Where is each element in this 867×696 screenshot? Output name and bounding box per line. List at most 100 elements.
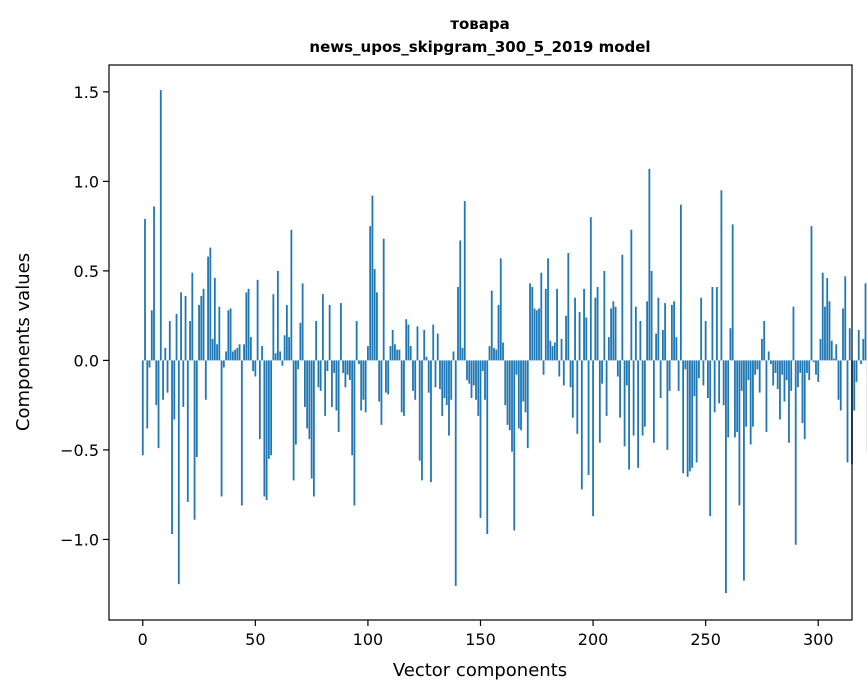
bar xyxy=(772,360,775,386)
bar xyxy=(535,310,538,361)
bar xyxy=(157,360,160,449)
bar xyxy=(571,360,574,418)
bar xyxy=(418,360,421,461)
bar xyxy=(544,288,547,361)
bar xyxy=(788,360,790,443)
bar xyxy=(412,360,414,391)
bar xyxy=(625,360,628,386)
bar xyxy=(815,360,817,375)
bar xyxy=(743,360,745,581)
bar xyxy=(691,360,694,468)
bar xyxy=(634,306,637,361)
bar xyxy=(346,360,349,375)
bar xyxy=(391,329,394,361)
bar xyxy=(238,344,241,361)
bar xyxy=(220,360,223,497)
bar xyxy=(461,347,464,361)
bar xyxy=(470,360,473,398)
bar xyxy=(407,324,410,361)
bar xyxy=(722,360,725,406)
bar xyxy=(790,360,793,391)
bar xyxy=(310,360,313,479)
bar xyxy=(675,337,678,361)
bar xyxy=(855,360,858,382)
bar xyxy=(144,218,146,361)
bar xyxy=(436,333,439,361)
bar xyxy=(781,360,784,375)
bar xyxy=(679,204,682,361)
bar xyxy=(797,360,799,388)
bar xyxy=(666,360,669,450)
bar xyxy=(630,229,633,361)
bar xyxy=(637,360,640,468)
bar xyxy=(716,287,718,361)
bar xyxy=(162,360,164,400)
bar xyxy=(619,360,621,418)
bar xyxy=(585,317,588,361)
bar xyxy=(398,349,401,361)
bar xyxy=(612,301,615,361)
bar xyxy=(385,360,387,393)
bar xyxy=(594,297,597,361)
bar xyxy=(504,360,507,406)
bar xyxy=(515,360,518,375)
bar xyxy=(249,337,252,361)
bar xyxy=(425,356,428,361)
bar xyxy=(430,360,432,483)
bar xyxy=(387,360,390,395)
bar xyxy=(725,360,727,594)
bar xyxy=(734,360,736,438)
bar xyxy=(189,321,191,361)
bar xyxy=(159,90,162,361)
bar xyxy=(758,360,761,393)
bar xyxy=(754,360,757,375)
bar xyxy=(826,278,829,361)
bar xyxy=(810,226,813,361)
x-tick-label: 250 xyxy=(690,630,721,649)
bar xyxy=(364,360,367,413)
bar xyxy=(216,344,218,361)
bar xyxy=(254,360,257,377)
bar xyxy=(227,310,230,361)
bar xyxy=(700,297,703,361)
bar xyxy=(173,360,176,420)
bar xyxy=(308,360,311,440)
bar xyxy=(828,301,831,361)
bar xyxy=(553,342,556,361)
bar xyxy=(860,360,862,364)
bar xyxy=(558,360,561,377)
bar xyxy=(603,270,606,361)
bar xyxy=(204,360,207,400)
bar xyxy=(506,360,509,425)
bar-series xyxy=(141,90,867,594)
bar xyxy=(763,321,766,361)
bar xyxy=(598,360,601,443)
bar xyxy=(141,360,144,456)
bar xyxy=(704,321,707,361)
bar xyxy=(448,360,450,436)
bar xyxy=(864,283,867,361)
bar xyxy=(258,360,261,440)
bar xyxy=(747,360,750,381)
bar xyxy=(556,288,558,361)
bar xyxy=(684,360,687,370)
bar xyxy=(148,360,151,368)
bar xyxy=(853,360,856,411)
bar xyxy=(502,342,504,361)
bar xyxy=(378,360,381,402)
bar xyxy=(434,360,437,388)
x-tick-label: 200 xyxy=(578,630,609,649)
bar xyxy=(776,360,779,390)
bar xyxy=(686,360,689,477)
bar xyxy=(756,360,759,370)
x-axis-label: Vector components xyxy=(393,660,567,681)
bar xyxy=(592,360,594,517)
bar xyxy=(272,294,275,361)
bar xyxy=(463,201,466,361)
bar xyxy=(319,360,322,391)
bar xyxy=(650,270,653,361)
bar xyxy=(261,346,263,361)
bar xyxy=(202,288,205,361)
bar xyxy=(659,360,662,398)
bar xyxy=(513,360,516,531)
